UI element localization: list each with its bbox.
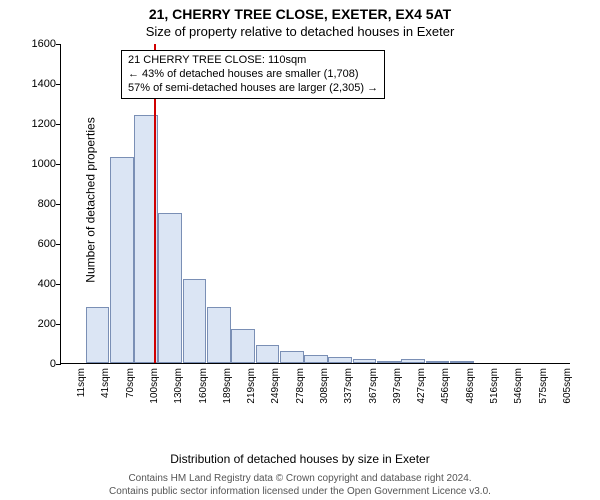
x-tick-label: 219sqm	[246, 368, 257, 404]
y-tick-label: 1200	[16, 118, 56, 130]
y-tick-label: 1400	[16, 78, 56, 90]
x-tick-label: 189sqm	[222, 368, 233, 404]
annotation-line: ← 43% of detached houses are smaller (1,…	[128, 68, 378, 82]
y-tick-label: 400	[16, 278, 56, 290]
footer-line-1: Contains HM Land Registry data © Crown c…	[0, 473, 600, 486]
x-tick-label: 278sqm	[295, 368, 306, 404]
histogram-bar	[353, 359, 377, 363]
y-tick-label: 800	[16, 198, 56, 210]
x-tick-label: 486sqm	[465, 368, 476, 404]
x-tick-label: 546sqm	[513, 368, 524, 404]
x-axis-label: Distribution of detached houses by size …	[0, 452, 600, 466]
x-tick-label: 605sqm	[562, 368, 573, 404]
x-tick-label: 575sqm	[538, 368, 549, 404]
histogram-bar	[426, 361, 450, 363]
footer-line-2: Contains public sector information licen…	[0, 486, 600, 499]
x-tick-label: 41sqm	[100, 368, 111, 398]
x-tick-label: 308sqm	[319, 368, 330, 404]
x-tick-label: 160sqm	[198, 368, 209, 404]
x-tick-label: 11sqm	[76, 368, 87, 397]
histogram-bar	[304, 355, 328, 363]
footer-attribution: Contains HM Land Registry data © Crown c…	[0, 473, 600, 498]
histogram-bar	[110, 157, 134, 363]
histogram-bar	[231, 329, 255, 363]
x-tick-label: 456sqm	[440, 368, 451, 404]
y-tick-label: 600	[16, 238, 56, 250]
histogram-bar	[86, 307, 110, 363]
page-title: 21, CHERRY TREE CLOSE, EXETER, EX4 5AT	[0, 0, 600, 22]
x-tick-label: 337sqm	[343, 368, 354, 404]
histogram-bar	[328, 357, 352, 363]
plot-region: 21 CHERRY TREE CLOSE: 110sqm← 43% of det…	[60, 44, 570, 364]
annotation-box: 21 CHERRY TREE CLOSE: 110sqm← 43% of det…	[121, 50, 385, 99]
x-tick-label: 427sqm	[416, 368, 427, 404]
histogram-bar	[183, 279, 207, 363]
x-tick-label: 70sqm	[125, 368, 136, 398]
y-tick-label: 1600	[16, 38, 56, 50]
annotation-line: 21 CHERRY TREE CLOSE: 110sqm	[128, 54, 378, 68]
y-tick-label: 200	[16, 318, 56, 330]
x-tick-label: 100sqm	[149, 368, 160, 404]
histogram-bar	[256, 345, 280, 363]
x-tick-label: 516sqm	[489, 368, 500, 404]
y-tick-label: 0	[16, 358, 56, 370]
y-tick-label: 1000	[16, 158, 56, 170]
histogram-bar	[280, 351, 304, 363]
chart-area: 21 CHERRY TREE CLOSE: 110sqm← 43% of det…	[60, 44, 570, 414]
x-tick-label: 130sqm	[173, 368, 184, 404]
x-tick-label: 397sqm	[392, 368, 403, 404]
x-tick-label: 367sqm	[368, 368, 379, 404]
histogram-bar	[207, 307, 231, 363]
x-tick-label: 249sqm	[270, 368, 281, 404]
annotation-line: 57% of semi-detached houses are larger (…	[128, 82, 378, 96]
histogram-bar	[450, 361, 474, 363]
histogram-bar	[401, 359, 425, 363]
histogram-bar	[158, 213, 182, 363]
page-subtitle: Size of property relative to detached ho…	[0, 22, 600, 43]
histogram-bar	[377, 361, 401, 363]
